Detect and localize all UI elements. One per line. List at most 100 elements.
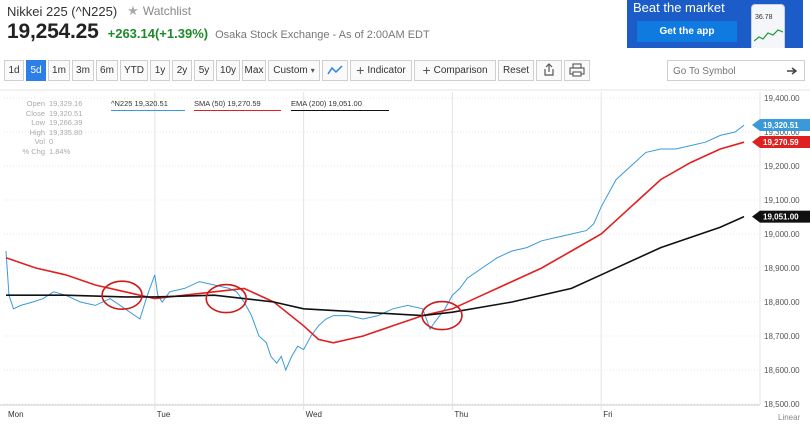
price-change: +263.14(+1.39%) — [107, 26, 209, 41]
y-tick-label: 18,600.00 — [764, 366, 800, 375]
highlight-circle — [101, 280, 143, 311]
last-price: 19,254.25 — [7, 20, 99, 43]
phone-image: 36.78 — [751, 4, 785, 48]
stat-value: 19,335.80 — [49, 127, 83, 137]
legend-ema-label: EMA (200) 19,051.00 — [291, 99, 362, 108]
stat-value: 19,266.39 — [49, 118, 83, 127]
share-icon — [544, 63, 554, 76]
comparison-label: Comparison — [433, 64, 488, 76]
stat-value: 19,329.16 — [49, 99, 83, 108]
range-10y[interactable]: 10y — [216, 59, 240, 81]
y-tick-label: 18,800.00 — [764, 298, 800, 307]
watchlist-link[interactable]: Watchlist — [142, 4, 192, 18]
stat-label: Low — [31, 118, 45, 127]
plus-icon: + — [422, 62, 431, 78]
x-tick-label: Tue — [157, 410, 171, 419]
legend-price-label: ^N225 19,320.51 — [111, 99, 168, 108]
y-tick-label: 18,500.00 — [764, 400, 800, 409]
share-button[interactable] — [536, 59, 562, 81]
arrow-right-icon[interactable] — [780, 61, 804, 80]
range-max[interactable]: Max — [242, 59, 266, 81]
quote-title-row: Nikkei 225 (^N225) ★ Watchlist — [7, 3, 191, 19]
highlight-circle — [421, 300, 463, 331]
range-1d[interactable]: 1d — [4, 59, 24, 81]
range-6m[interactable]: 6m — [96, 59, 118, 81]
ohlc-stats-panel: Open 19,329.16 Close 19,320.51 Low 19,266.39 H… — [21, 99, 82, 156]
print-icon — [569, 63, 585, 77]
stat-row: % Chg 1.84% — [21, 147, 82, 157]
custom-range-dropdown[interactable]: Custom ▾ — [268, 59, 320, 81]
value-tag — [760, 210, 810, 223]
legend-sma-label: SMA (50) 19,270.59 — [194, 99, 261, 108]
legend-price: ^N225 19,320.51 — [111, 99, 185, 111]
range-5d[interactable]: 5d — [26, 59, 46, 81]
star-icon[interactable]: ★ — [127, 3, 139, 18]
symbol-search-input[interactable] — [668, 62, 778, 81]
stat-value: 19,320.51 — [49, 108, 83, 118]
stat-label: Vol — [34, 137, 45, 146]
y-tick-label: 19,100.00 — [764, 196, 800, 205]
indicator-button[interactable]: + Indicator — [350, 59, 412, 81]
value-tag-arrow — [752, 135, 760, 148]
stat-value: 1.84% — [49, 146, 71, 156]
y-tick-label: 19,000.00 — [764, 230, 800, 239]
series-line-1 — [5, 141, 745, 344]
value-tag-label: 19,320.51 — [763, 121, 799, 130]
chart-type-button[interactable] — [322, 59, 348, 81]
range-1m[interactable]: 1m — [48, 59, 70, 81]
quote-title: Nikkei 225 (^N225) — [7, 3, 118, 19]
phone-value: 36.78 — [755, 14, 773, 21]
value-tag — [760, 119, 810, 132]
value-tag-arrow — [752, 119, 760, 132]
stat-label: % Chg — [22, 146, 45, 156]
scale-label: Linear — [778, 413, 801, 422]
series-line-0 — [5, 124, 745, 372]
stat-label: Open — [26, 99, 45, 108]
series-line-2 — [6, 215, 745, 317]
chevron-down-icon: ▾ — [310, 65, 315, 75]
comparison-button[interactable]: + Comparison — [414, 59, 496, 81]
value-tag-label: 19,270.59 — [763, 138, 799, 147]
range-1y[interactable]: 1y — [150, 59, 170, 81]
y-tick-label: 19,200.00 — [764, 162, 800, 171]
plus-icon: + — [356, 62, 365, 78]
stat-row: Open 19,329.16 — [21, 99, 83, 109]
phone-mini-chart-icon — [754, 29, 784, 42]
stat-row: Low 19,266.39 — [21, 118, 82, 128]
range-5y[interactable]: 5y — [194, 59, 214, 81]
stat-value: 0 — [49, 137, 54, 146]
value-tag-arrow — [752, 210, 760, 223]
stat-label: High — [29, 127, 45, 137]
promo-title: Beat the market — [633, 0, 725, 15]
legend-sma: SMA (50) 19,270.59 — [194, 99, 281, 111]
stat-row: Close 19,320.51 — [21, 108, 83, 119]
y-tick-label: 19,300.00 — [764, 128, 800, 137]
symbol-search[interactable] — [667, 60, 805, 81]
print-button[interactable] — [564, 59, 590, 81]
indicator-label: Indicator — [367, 64, 406, 76]
stat-row: High 19,335.80 — [21, 127, 83, 138]
legend-ema: EMA (200) 19,051.00 — [291, 99, 389, 111]
value-tag-label: 19,051.00 — [763, 213, 799, 222]
stat-label: Close — [25, 108, 45, 118]
range-ytd[interactable]: YTD — [120, 59, 148, 81]
x-tick-label: Wed — [306, 410, 322, 419]
chart-toolbar: 1d 5d 1m 3m 6m YTD 1y 2y 5y 10y Max Cust… — [4, 59, 592, 81]
line-chart-icon — [327, 65, 343, 75]
range-3m[interactable]: 3m — [72, 59, 94, 81]
y-tick-label: 18,700.00 — [764, 332, 800, 341]
value-tag — [760, 135, 810, 148]
quote-price-row: 19,254.25 +263.14(+1.39%) Osaka Stock Ex… — [7, 20, 430, 44]
x-tick-label: Mon — [8, 410, 24, 419]
reset-button[interactable]: Reset — [498, 59, 534, 81]
get-app-button[interactable]: Get the app — [637, 21, 737, 42]
custom-label: Custom — [273, 64, 308, 76]
y-tick-label: 19,400.00 — [764, 94, 800, 103]
range-2y[interactable]: 2y — [172, 59, 192, 81]
stat-row: Vol 0 — [21, 137, 82, 147]
highlight-circle — [205, 283, 248, 314]
app-promo-banner[interactable]: Beat the market Get the app 36.78 — [627, 0, 803, 48]
exchange-info: Osaka Stock Exchange - As of 2:00AM EDT — [215, 29, 430, 41]
x-tick-label: Thu — [454, 410, 468, 419]
